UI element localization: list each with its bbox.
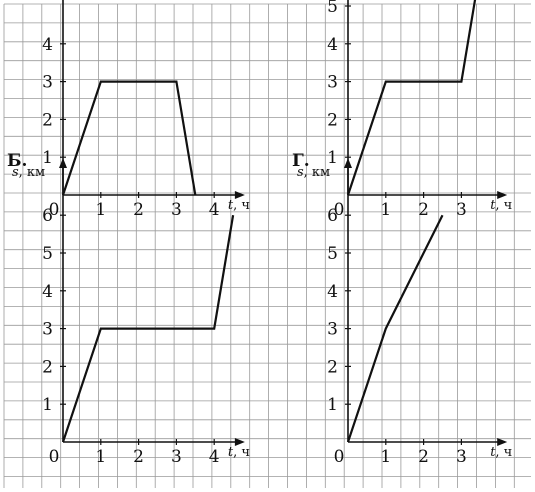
series-line: [346, 214, 444, 443]
y-tick-label: 1: [327, 395, 338, 415]
y-axis-label: s, км: [297, 165, 330, 180]
x-axis-arrow: [234, 438, 245, 446]
x-axis-arrow: [497, 191, 508, 199]
panel-label: Б.: [7, 151, 27, 171]
x-axis-label-var: t: [490, 198, 496, 213]
x-tick-label: 0: [49, 200, 60, 220]
y-tick-label: 2: [42, 110, 53, 130]
x-tick-label: 1: [380, 447, 391, 467]
y-axis-label-var: s: [12, 165, 19, 180]
y-tick-label: 5: [327, 244, 338, 264]
x-axis-label-unit: , ч: [233, 198, 250, 213]
x-tick-label: 2: [133, 447, 144, 467]
background-grid: [3, 3, 531, 488]
y-tick-label: 4: [327, 35, 338, 55]
y-tick-label: 6: [42, 206, 53, 226]
x-tick-label: 1: [380, 200, 391, 220]
x-axis-label-var: t: [228, 198, 234, 213]
x-tick-label: 4: [209, 200, 220, 220]
y-tick-label: 5: [42, 244, 53, 264]
x-tick-label: 3: [171, 447, 182, 467]
y-axis-label-unit: , км: [304, 165, 331, 180]
chart-panels: А.s, кмt, ч012341234В.s, кмt, ч012312345…: [7, 0, 512, 467]
y-tick-label: 2: [327, 110, 338, 130]
y-axis-arrow: [344, 158, 352, 169]
x-axis-label: t, ч: [490, 198, 512, 213]
y-tick-label: 2: [327, 357, 338, 377]
x-axis-label-var: t: [490, 445, 496, 460]
y-tick-label: 4: [327, 282, 338, 302]
x-tick-label: 2: [133, 200, 144, 220]
x-axis-label-unit: , ч: [495, 445, 512, 460]
y-axis-label: s, км: [12, 165, 45, 180]
y-tick-label: 6: [327, 206, 338, 226]
x-axis-label: t, ч: [228, 198, 250, 213]
y-tick-label: 3: [327, 73, 338, 93]
x-tick-label: 0: [334, 200, 345, 220]
x-tick-label: 1: [95, 447, 106, 467]
x-tick-label: 0: [49, 447, 60, 467]
x-tick-label: 4: [209, 447, 220, 467]
y-axis-label-unit: , км: [19, 165, 46, 180]
x-tick-label: 3: [456, 447, 467, 467]
x-tick-label: 3: [456, 200, 467, 220]
series-line: [61, 215, 235, 443]
x-axis-label-unit: , ч: [495, 198, 512, 213]
y-tick-label: 3: [42, 320, 53, 340]
y-tick-label: 3: [327, 320, 338, 340]
y-tick-label: 4: [42, 35, 53, 55]
x-tick-label: 1: [95, 200, 106, 220]
y-tick-label: 1: [42, 395, 53, 415]
x-tick-label: 2: [418, 447, 429, 467]
y-tick-label: 1: [42, 148, 53, 168]
y-tick-label: 5: [327, 0, 338, 17]
x-axis-arrow: [497, 438, 508, 446]
series-line: [346, 0, 477, 196]
x-tick-label: 3: [171, 200, 182, 220]
x-axis-label: t, ч: [490, 445, 512, 460]
y-tick-label: 1: [327, 148, 338, 168]
x-axis-arrow: [234, 191, 245, 199]
y-tick-label: 4: [42, 282, 53, 302]
y-axis-arrow: [59, 158, 67, 169]
x-axis-label-unit: , ч: [233, 445, 250, 460]
x-axis-label: t, ч: [228, 445, 250, 460]
series-line: [61, 80, 197, 196]
y-tick-label: 3: [42, 73, 53, 93]
x-tick-label: 2: [418, 200, 429, 220]
x-tick-label: 0: [334, 447, 345, 467]
y-tick-label: 2: [42, 357, 53, 377]
y-axis-label-var: s: [297, 165, 304, 180]
x-axis-label-var: t: [228, 445, 234, 460]
panel-label: Г.: [292, 151, 310, 171]
